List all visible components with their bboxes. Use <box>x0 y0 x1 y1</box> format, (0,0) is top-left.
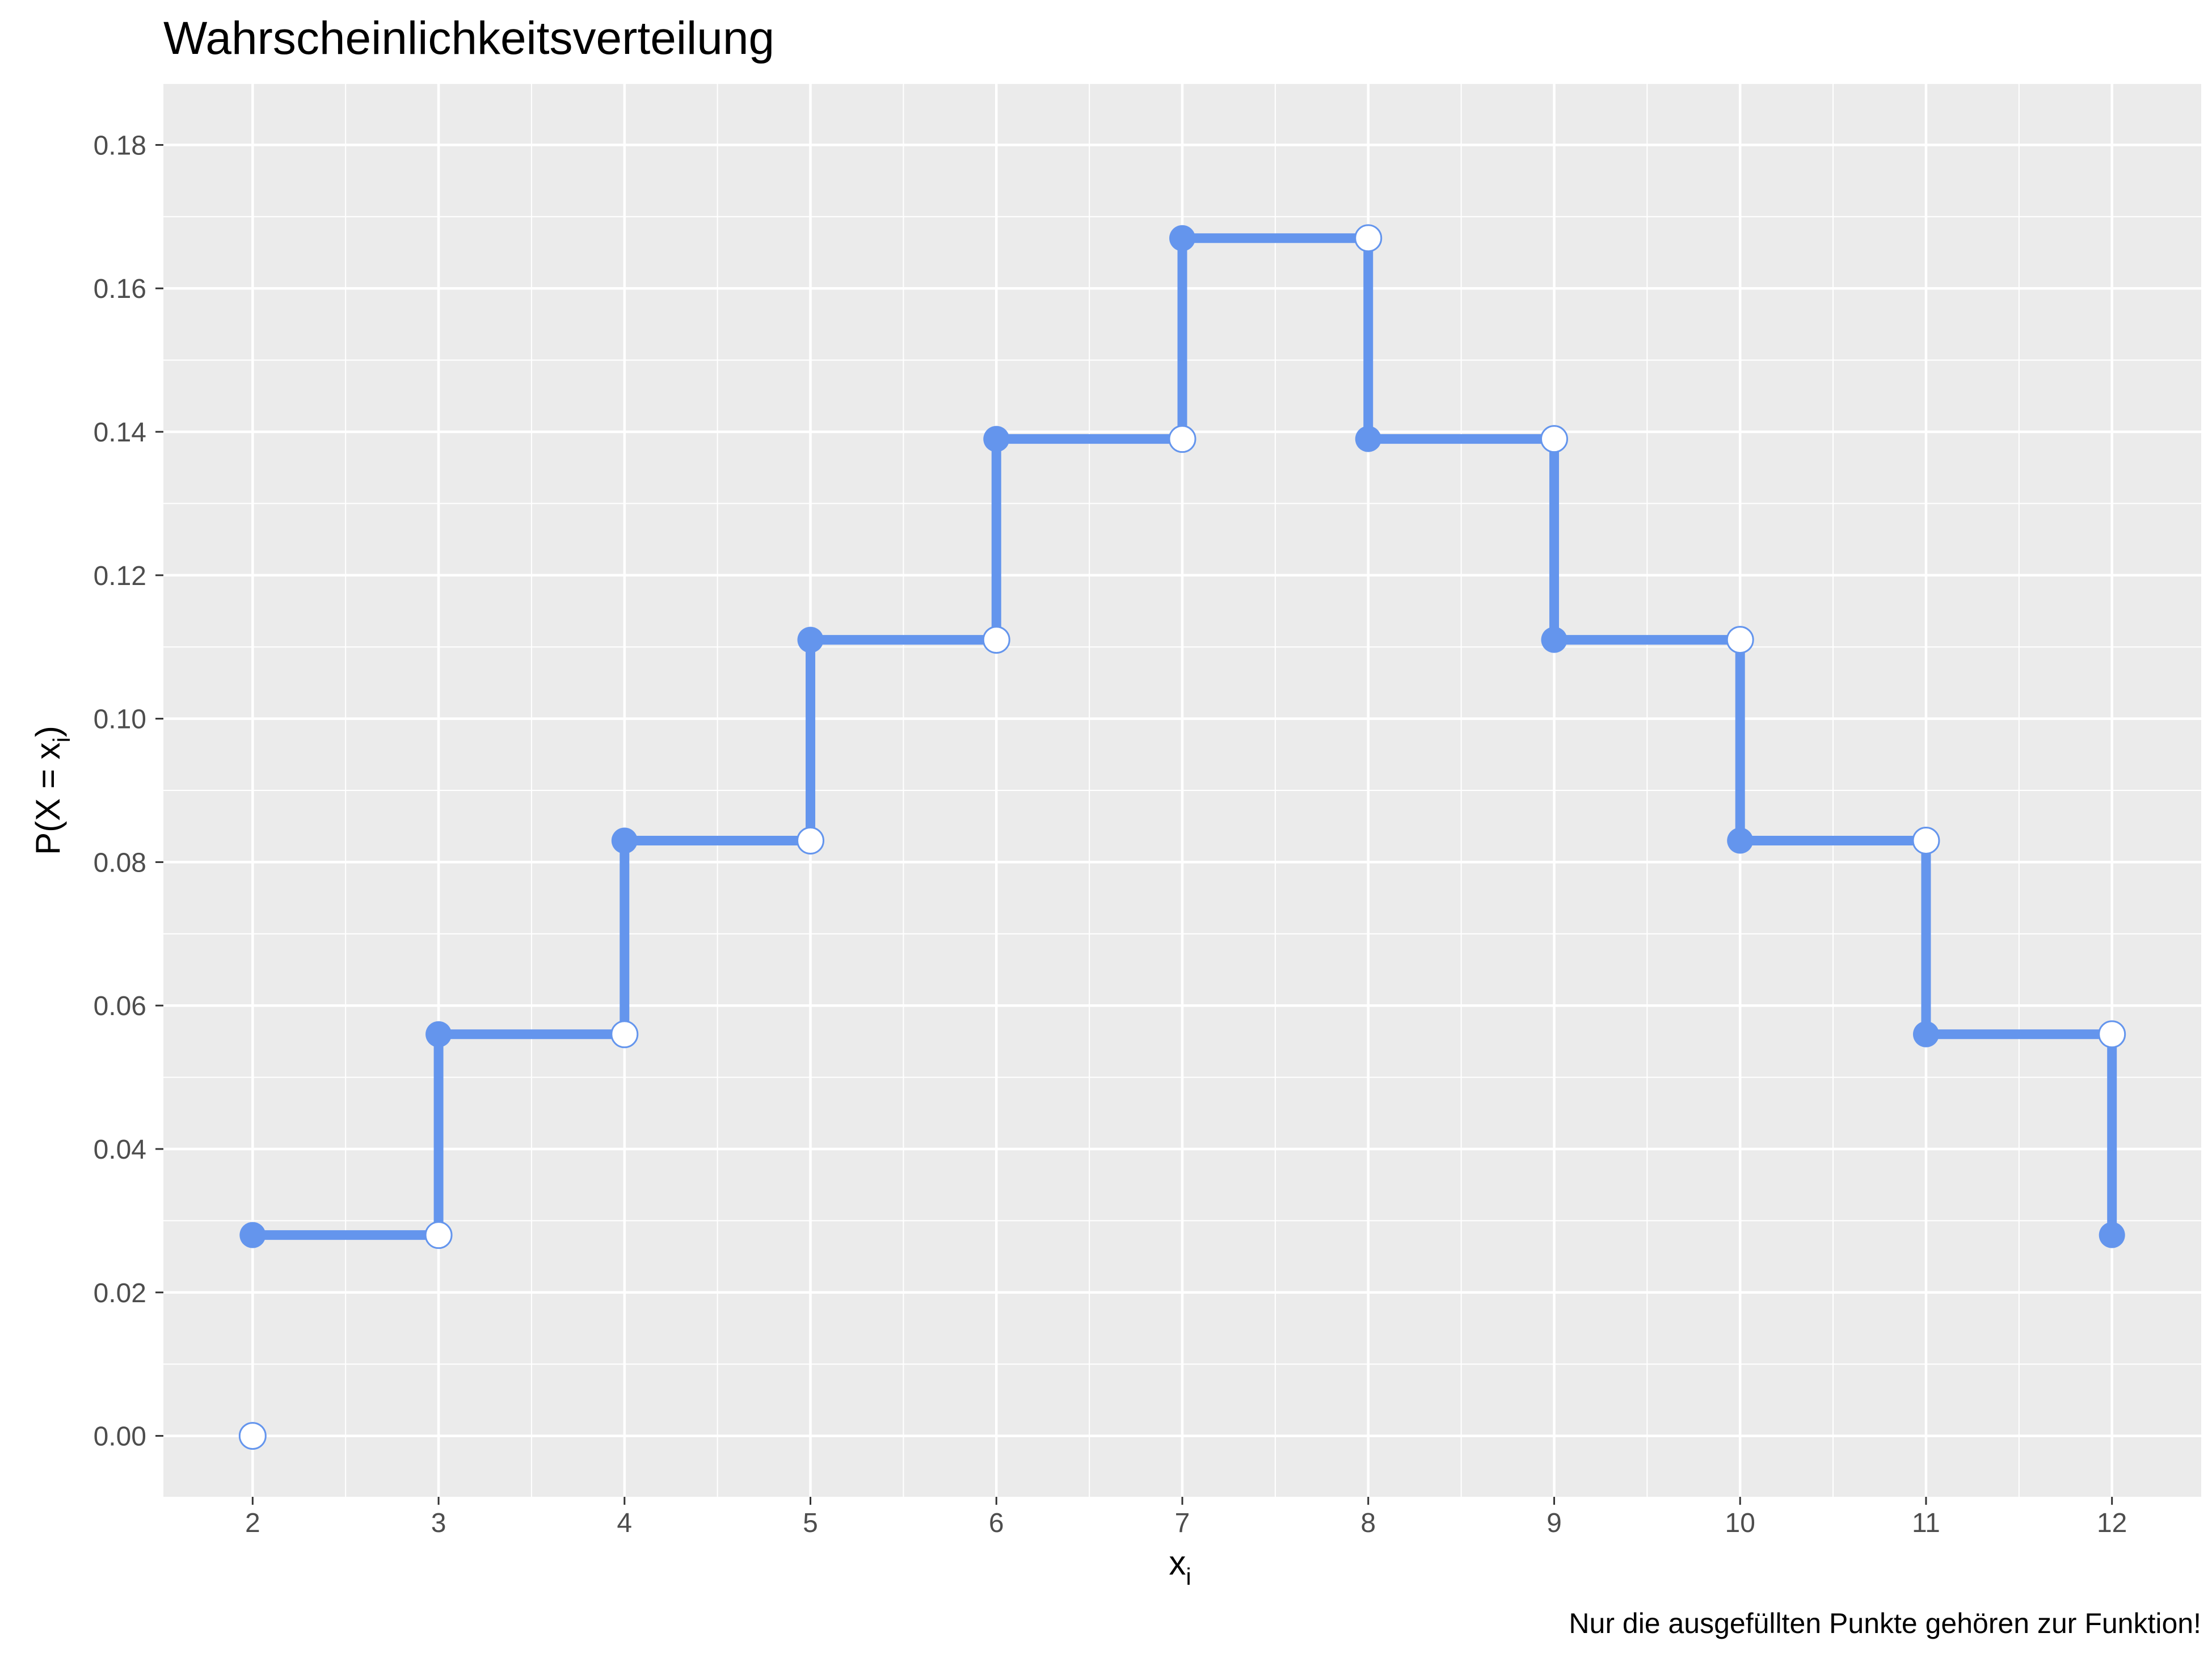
chart-caption: Nur die ausgefüllten Punkte gehören zur … <box>1569 1607 2201 1639</box>
y-tick-label: 0.16 <box>94 274 146 304</box>
x-tick-label: 6 <box>989 1508 1004 1538</box>
filled-point <box>983 426 1010 452</box>
x-axis-title-subscript: i <box>1186 1563 1191 1590</box>
filled-point <box>1541 626 1568 653</box>
filled-point <box>239 1222 266 1248</box>
x-tick-label: 10 <box>1725 1508 1755 1538</box>
y-tick-label: 0.10 <box>94 705 146 735</box>
x-tick-label: 12 <box>2097 1508 2127 1538</box>
filled-point <box>425 1021 452 1047</box>
y-axis-title-main: P(X = x <box>29 742 67 855</box>
x-tick-label: 7 <box>1175 1508 1190 1538</box>
filled-point <box>1727 827 1754 854</box>
y-axis: 0.00 0.02 0.04 0.06 0.08 0.10 0.12 0.14 0.16 0.18 <box>94 131 163 1452</box>
y-tick-label: 0.12 <box>94 561 146 591</box>
filled-point <box>611 827 638 854</box>
x-tick-label: 9 <box>1547 1508 1562 1538</box>
chart-title: Wahrscheinlichkeitsverteilung <box>163 12 774 64</box>
x-tick-label: 3 <box>431 1508 446 1538</box>
x-tick-label: 4 <box>617 1508 632 1538</box>
open-point <box>1912 826 1940 855</box>
x-axis: 2 3 4 5 6 7 8 9 10 11 12 <box>245 1497 2127 1538</box>
filled-point <box>2099 1222 2125 1248</box>
open-point <box>2098 1020 2126 1049</box>
y-axis-title-subscript: i <box>48 737 75 742</box>
y-tick-label: 0.06 <box>94 991 146 1021</box>
y-tick-label: 0.08 <box>94 848 146 878</box>
open-point <box>797 826 825 855</box>
y-tick-label: 0.18 <box>94 131 146 161</box>
filled-points <box>239 225 2125 1248</box>
x-axis-title-main: x <box>1169 1544 1186 1582</box>
x-tick-label: 5 <box>803 1508 818 1538</box>
x-tick-label: 11 <box>1912 1508 1940 1538</box>
x-tick-label: 2 <box>245 1508 260 1538</box>
open-points <box>238 224 2126 1450</box>
filled-point <box>797 626 824 653</box>
step-function <box>252 233 2117 1240</box>
filled-point <box>1355 426 1381 452</box>
open-point <box>982 626 1010 654</box>
open-point <box>1540 425 1568 453</box>
x-tick-label: 8 <box>1360 1508 1376 1538</box>
open-point <box>610 1020 639 1049</box>
y-axis-title-close: ) <box>29 726 67 737</box>
y-tick-label: 0.02 <box>94 1278 146 1308</box>
open-point <box>238 1422 267 1450</box>
y-tick-label: 0.00 <box>94 1422 146 1452</box>
filled-point <box>1912 1021 1939 1047</box>
open-point <box>1354 224 1383 252</box>
filled-point <box>1169 225 1195 251</box>
x-axis-title: xi <box>1169 1544 1191 1590</box>
open-point <box>1726 626 1754 654</box>
open-point <box>1168 425 1196 453</box>
y-tick-label: 0.04 <box>94 1135 146 1165</box>
y-tick-label: 0.14 <box>94 418 146 448</box>
open-point <box>424 1221 453 1249</box>
y-axis-title: P(X = xi) <box>29 726 75 855</box>
